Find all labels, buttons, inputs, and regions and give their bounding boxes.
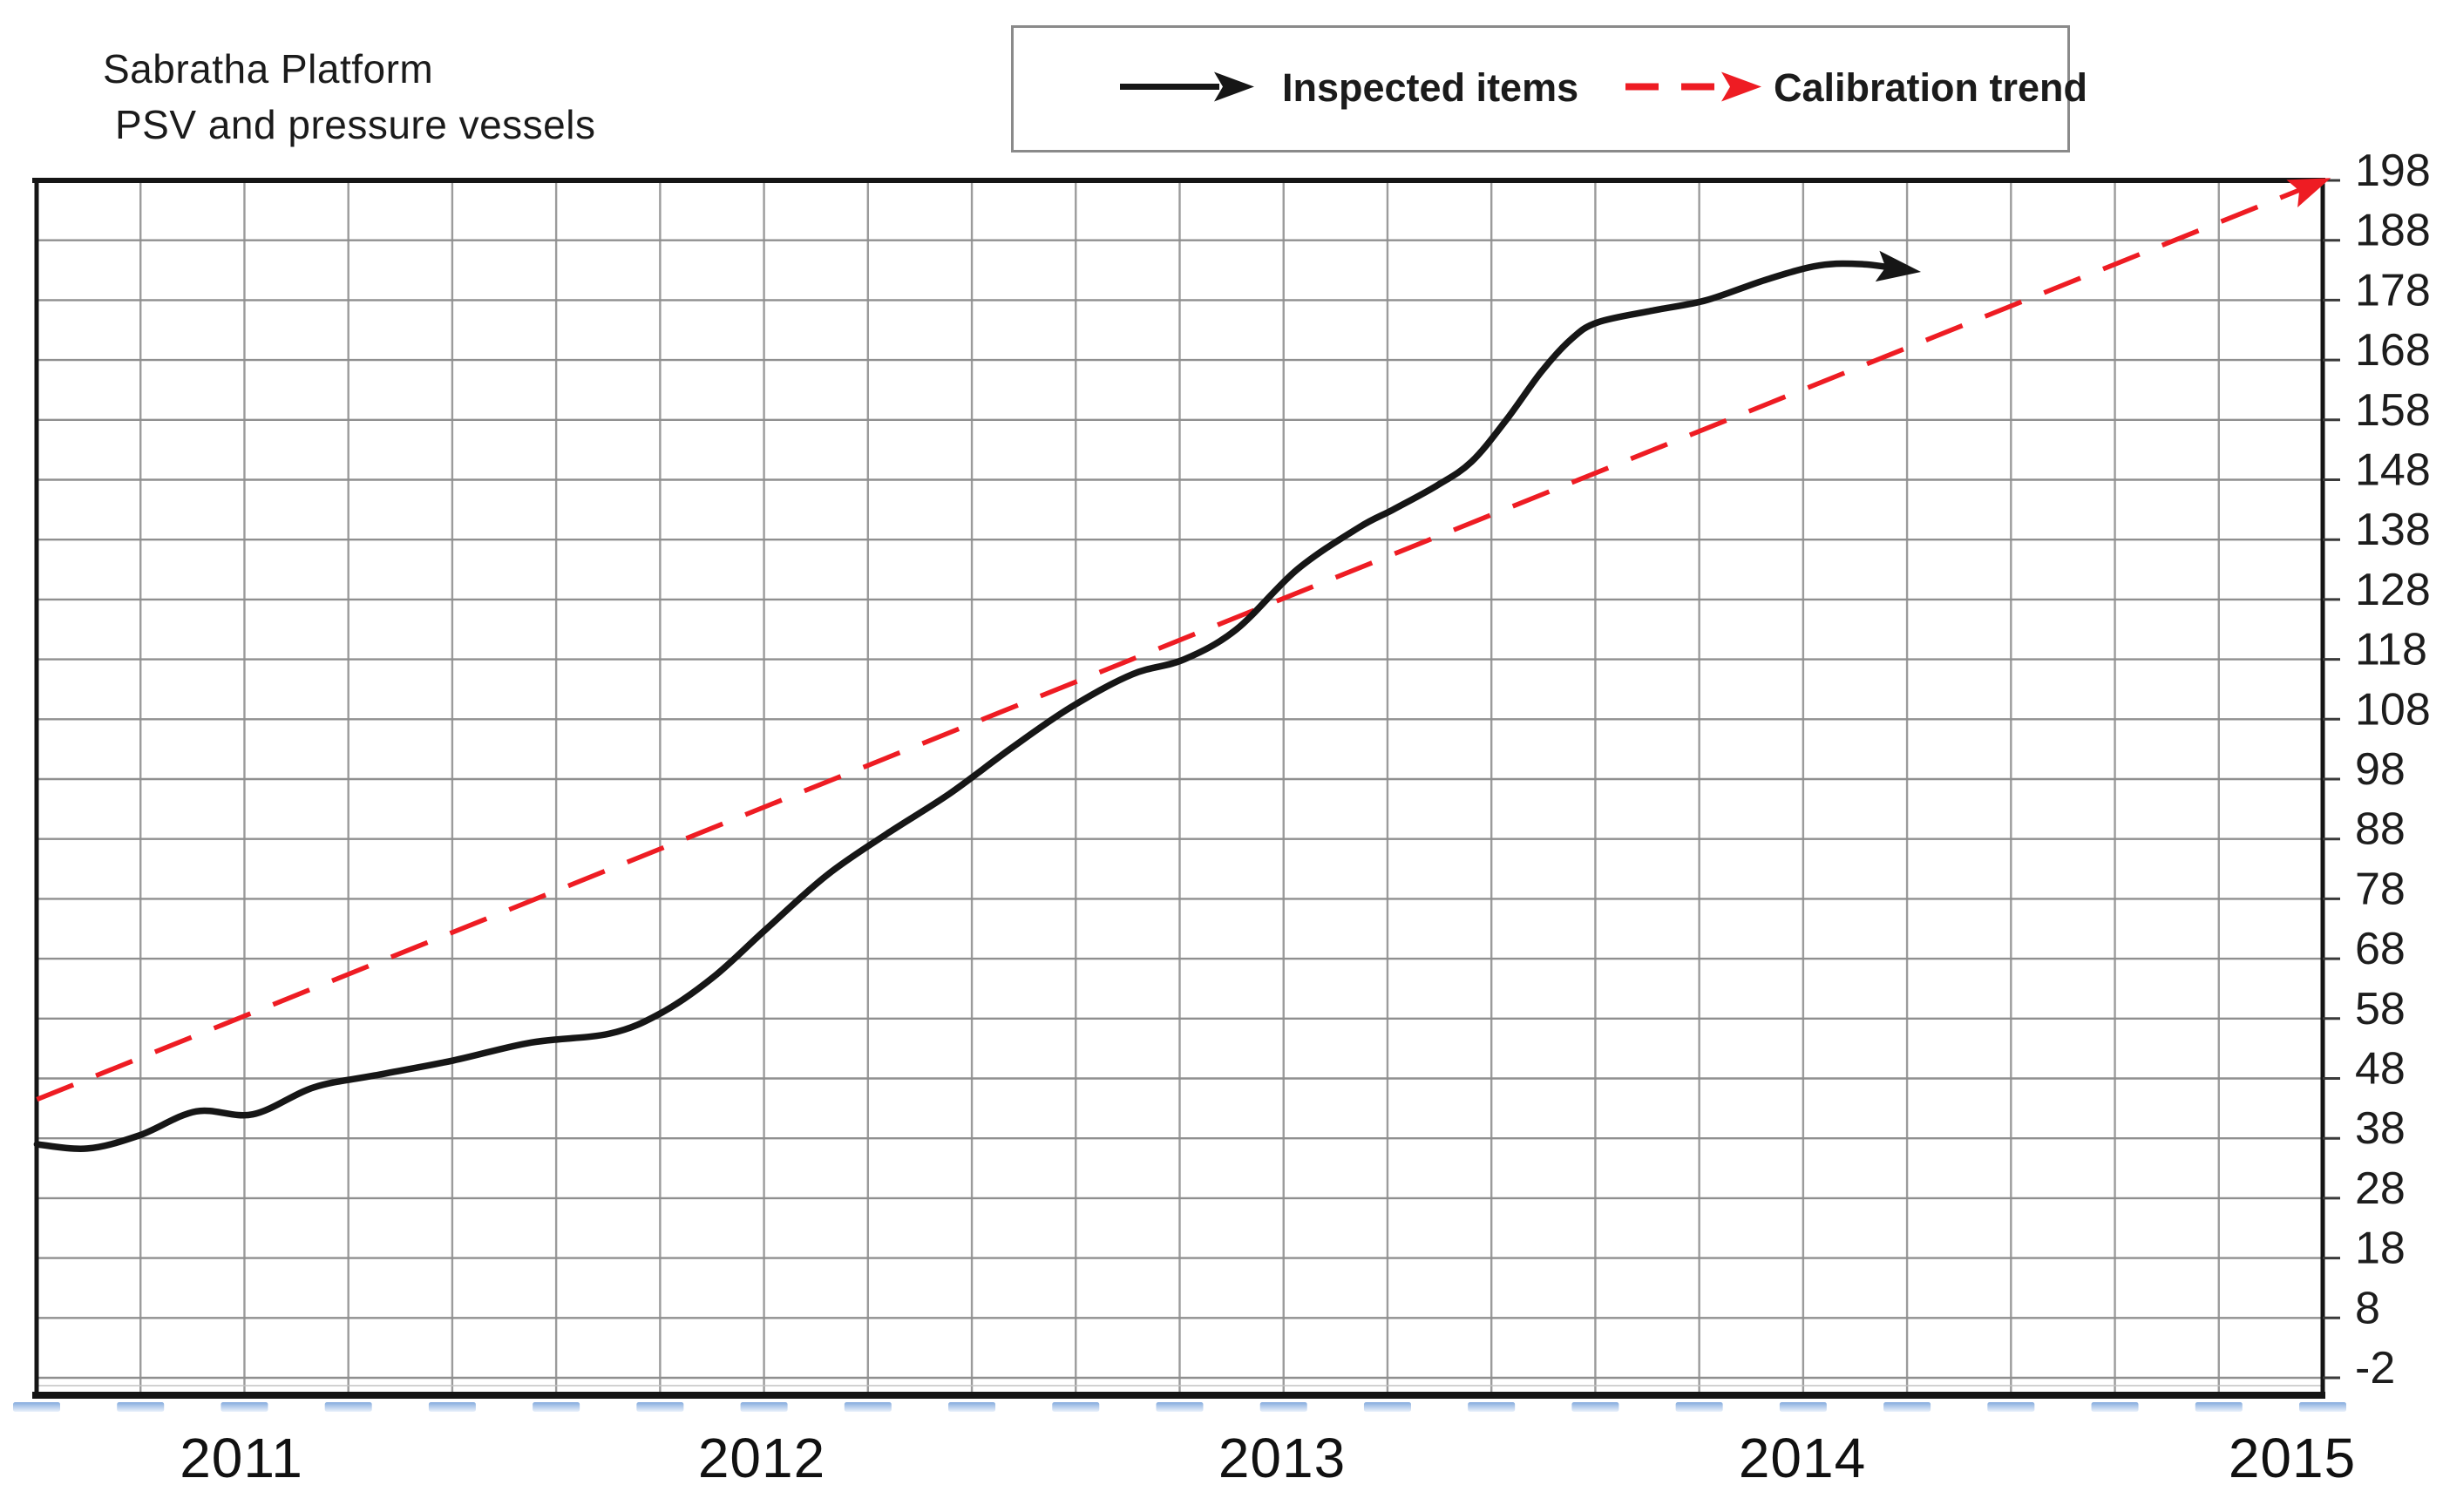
x-axis-marker-dash <box>324 1402 372 1412</box>
legend-label-calibration-trend: Calibration trend <box>1774 64 2088 110</box>
solid-arrow-icon <box>1116 66 1256 112</box>
y-axis-tick-label: 8 <box>2355 1283 2380 1333</box>
plot-border <box>32 178 2325 1399</box>
y-axis-tick-label: 168 <box>2355 325 2431 376</box>
y-axis-tick-label: 98 <box>2355 744 2406 795</box>
y-axis-tick-label: 28 <box>2355 1163 2406 1214</box>
y-axis-tick-label: 138 <box>2355 505 2431 555</box>
y-axis-tick-label: 18 <box>2355 1224 2406 1274</box>
chart-title-line2: PSV and pressure vessels <box>115 102 596 147</box>
x-axis-marker-dash <box>221 1402 268 1412</box>
x-axis-year-label: 2011 <box>180 1427 303 1489</box>
y-axis-tick-label: 178 <box>2355 265 2431 315</box>
x-axis-marker-dash <box>428 1402 476 1412</box>
y-axis-labels: 1981881781681581481381281181089888786858… <box>2355 146 2431 1393</box>
x-axis-marker-dash <box>844 1402 892 1412</box>
legend: Inspected items Calibration trend <box>1011 25 2087 153</box>
x-axis-marker-dash <box>1987 1402 2035 1412</box>
x-axis-year-label: 2012 <box>698 1427 825 1489</box>
x-axis-markers <box>13 1402 2346 1412</box>
x-axis-marker-dash <box>636 1402 684 1412</box>
y-axis-tick-label: 118 <box>2355 625 2427 675</box>
x-axis-year-label: 2013 <box>1218 1427 1346 1489</box>
y-axis-tick-label: 108 <box>2355 684 2431 735</box>
x-axis-marker-dash <box>740 1402 788 1412</box>
y-axis-tick-label: -2 <box>2355 1343 2395 1393</box>
grid <box>37 180 2323 1395</box>
y-axis-tick-label: 188 <box>2355 206 2431 256</box>
y-axis-tick-label: 38 <box>2355 1103 2406 1154</box>
x-axis-year-label: 2015 <box>2229 1427 2356 1489</box>
dashed-arrow-icon <box>1624 66 1763 112</box>
chart-title-line1: Sabratha Platform <box>103 46 434 92</box>
x-axis-marker-dash <box>1883 1402 1931 1412</box>
series-arrowhead-icon <box>2286 178 2331 207</box>
x-axis-marker-dash <box>1052 1402 1100 1412</box>
x-axis-marker-dash <box>1675 1402 1723 1412</box>
x-axis-marker-dash <box>1363 1402 1411 1412</box>
x-axis-marker-dash <box>13 1402 60 1412</box>
y-axis-tick-label: 148 <box>2355 445 2431 496</box>
x-axis-marker-dash <box>1779 1402 1827 1412</box>
x-axis-marker-dash <box>117 1402 165 1412</box>
y-axis-tick-label: 48 <box>2355 1044 2406 1095</box>
y-axis-tick-label: 78 <box>2355 864 2406 914</box>
y-axis-tick-label: 128 <box>2355 565 2431 615</box>
x-axis-marker-dash <box>1156 1402 1204 1412</box>
y-axis-tick-label: 88 <box>2355 804 2406 855</box>
y-axis-ticks <box>2323 179 2340 1380</box>
inspected-items-line <box>33 260 1904 1152</box>
x-axis-marker-dash <box>1571 1402 1619 1412</box>
x-axis-marker-dash <box>2091 1402 2139 1412</box>
x-axis-year-label: 2014 <box>1739 1427 1866 1489</box>
x-axis-labels: 2011 2012 2013 2014 2015 <box>180 1427 2356 1489</box>
series-calibration-trend <box>36 178 2331 1102</box>
y-axis-tick-label: 58 <box>2355 984 2406 1034</box>
y-axis-tick-label: 158 <box>2355 385 2431 436</box>
x-axis-marker-dash <box>2299 1402 2346 1412</box>
y-axis-tick-label: 198 <box>2355 146 2431 196</box>
x-axis-marker-dash <box>1259 1402 1307 1412</box>
x-axis-marker-dash <box>533 1402 580 1412</box>
x-axis-marker-dash <box>2195 1402 2243 1412</box>
legend-label-inspected-items: Inspected items <box>1282 64 1579 110</box>
series-inspected-items <box>33 250 1922 1152</box>
x-axis-marker-dash <box>1468 1402 1516 1412</box>
series-arrowhead-icon <box>1875 250 1922 282</box>
y-axis-tick-label: 68 <box>2355 924 2406 974</box>
x-axis-marker-dash <box>948 1402 996 1412</box>
calibration-trend-line <box>36 183 2312 1102</box>
